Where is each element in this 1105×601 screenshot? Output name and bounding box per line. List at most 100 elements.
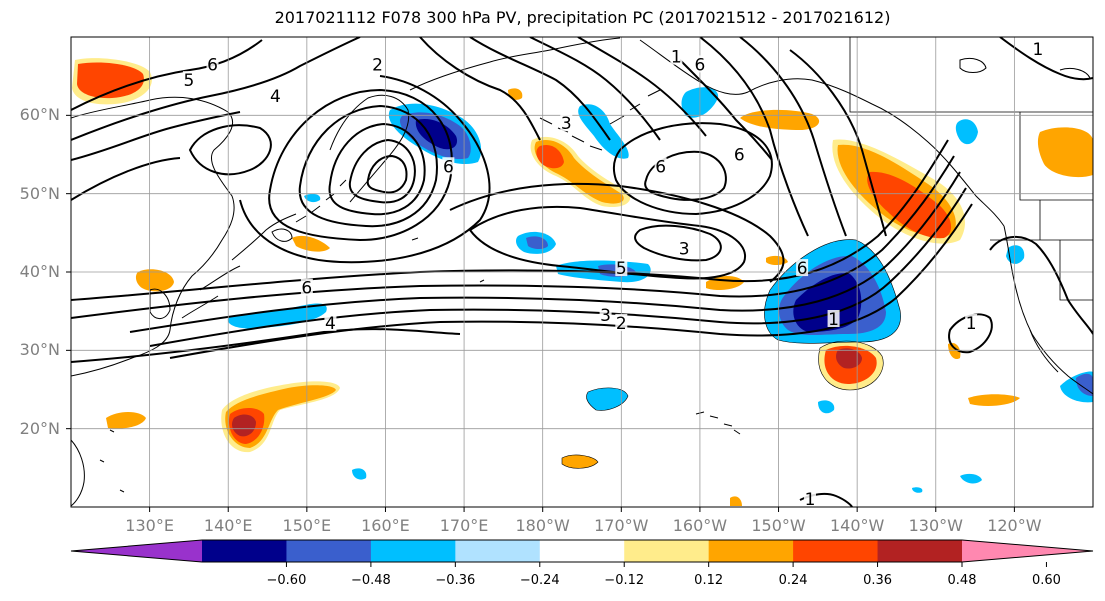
colorbar-swatch [793,540,879,562]
pv-contour [789,49,887,237]
borders [849,37,1093,301]
contour-label: 1 [1033,40,1044,60]
contour-label-bg [827,310,840,327]
colorbar-swatch [370,540,456,562]
pv-contour [71,157,181,201]
anomaly-blob [586,387,628,411]
pv-contour [679,59,773,161]
contour-label-bg [599,306,612,324]
coastlines [71,37,1093,507]
anomaly-blob [77,62,144,99]
colorbar-tick-label: −0.60 [266,573,307,588]
kuril-islands [295,179,347,223]
colorbar-tick-label: 0.48 [947,573,977,588]
contour-label-bg [965,313,978,331]
pv-contour [239,75,491,264]
contour-label-bg [678,239,691,257]
contour-label-bg [1031,39,1044,57]
contour-label-bg [560,114,573,132]
pv-contour [71,155,955,319]
colorbar-swatch [877,540,963,562]
anomaly-blob [740,109,820,130]
anomaly-blob [352,468,367,480]
precip-outline [561,454,599,469]
contour-label-bg [442,157,455,175]
pv-contour [328,122,426,216]
contour-label: 1 [671,48,682,68]
pv-contour [71,139,949,301]
lon-label: 140°W [829,516,885,535]
anomaly-blob [730,496,742,506]
contour-label: 2 [372,55,383,75]
contour-label-bg [654,157,667,175]
lon-label: 130°W [908,516,963,535]
contour-label-bg [803,490,816,507]
axis-ticks [66,114,1015,512]
contour-label: 1 [966,314,977,334]
colorbar-extend-high [962,540,1093,562]
contour-label-bg [693,55,706,73]
lat-label: 40°N [19,262,60,281]
precip-outline [764,239,901,344]
colorbar-tick-label: −0.12 [604,573,645,588]
pv-contour [71,37,361,141]
graticule [71,37,1093,507]
contour-label: 5 [616,259,627,279]
contour-label: 6 [797,259,808,279]
anomaly-blob [415,118,458,150]
pv-contour [469,37,611,141]
lat-label: 60°N [19,105,60,125]
lon-label: 130°E [125,516,174,535]
colorbar-swatch [624,540,710,562]
lon-label: 140°E [203,516,253,535]
pv-contour [268,88,453,242]
anomaly-blob [135,269,174,292]
pv-contours [71,37,1093,507]
pv-contour [298,104,438,228]
positive-anomaly-shading [72,58,1093,506]
anomaly-blob [304,193,321,203]
pv-contour [129,171,961,333]
chart-title: 2017021112 F078 300 hPa PV, precipitatio… [274,8,891,27]
anomaly-blob [292,235,330,252]
contour-label: 6 [655,157,666,177]
contour-label-bg [796,259,809,277]
pv-contour [468,205,747,280]
contour-label: 6 [734,146,745,166]
colorbar-extend-low [71,540,202,562]
pv-contour [634,224,722,262]
anomaly-blob [948,342,961,360]
contour-label-bg [269,86,282,104]
lat-label: 50°N [19,183,60,203]
contour-label: 6 [695,55,706,75]
lon-label: 160°E [361,516,410,535]
pv-contour [999,37,1093,81]
pv-contour [188,124,272,176]
pv-contour [529,37,661,141]
lon-label: 170°W [594,516,649,535]
contour-label-bg [371,55,384,73]
anomaly-blob [536,144,564,169]
pv-contour [71,111,241,161]
contour-label: 4 [270,87,281,107]
contour-label-bg [670,47,683,65]
pv-contour [71,328,461,363]
contour-label: 1 [805,490,816,510]
anomaly-blob [955,119,978,145]
hokkaido-coast [271,228,293,242]
pv-contour [644,150,727,201]
colorbar-tick-label: −0.48 [350,573,391,588]
pv-contour [989,235,1093,335]
korea-coast [149,288,171,319]
pv-contour [449,182,785,283]
lon-label: 150°E [282,516,332,535]
pv-contour [577,37,707,137]
anomaly-blob [960,473,982,484]
contour-label-bg [324,313,337,331]
lon-label: 160°W [672,516,728,535]
pv-contour [419,37,541,141]
anomaly-blob [968,394,1020,406]
lon-label: 180°W [515,516,570,535]
